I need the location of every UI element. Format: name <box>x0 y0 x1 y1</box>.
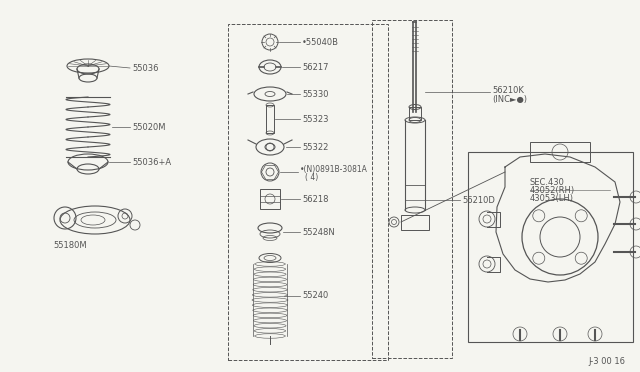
Text: ( 4): ( 4) <box>305 173 318 182</box>
Bar <box>260 189 280 209</box>
Text: 43053(LH): 43053(LH) <box>530 193 574 202</box>
Text: 55330: 55330 <box>302 90 328 99</box>
Bar <box>372 20 452 358</box>
Text: 56210K: 56210K <box>492 86 524 94</box>
Text: •(N)0891B-3081A: •(N)0891B-3081A <box>300 164 368 173</box>
Text: 55180M: 55180M <box>53 241 87 250</box>
Text: 55036: 55036 <box>132 64 159 73</box>
Text: 55020M: 55020M <box>132 122 166 131</box>
Text: •55040B: •55040B <box>302 38 339 46</box>
Text: 56217: 56217 <box>302 62 328 71</box>
Bar <box>401 215 429 230</box>
Text: 55036+A: 55036+A <box>132 157 171 167</box>
Text: 55248N: 55248N <box>302 228 335 237</box>
Text: 55322: 55322 <box>302 142 328 151</box>
Bar <box>530 142 590 162</box>
Bar <box>409 107 421 120</box>
Text: 43052(RH): 43052(RH) <box>530 186 575 195</box>
Text: 56218: 56218 <box>302 195 328 203</box>
Text: 56210D: 56210D <box>462 196 495 205</box>
Text: 55240: 55240 <box>302 292 328 301</box>
Bar <box>468 152 633 342</box>
Text: 55323: 55323 <box>302 115 328 124</box>
Bar <box>266 105 274 133</box>
Text: (INC►●): (INC►●) <box>492 94 527 103</box>
Bar <box>228 24 388 360</box>
Text: J-3 00 16: J-3 00 16 <box>588 357 625 366</box>
Text: SEC.430: SEC.430 <box>530 177 565 186</box>
